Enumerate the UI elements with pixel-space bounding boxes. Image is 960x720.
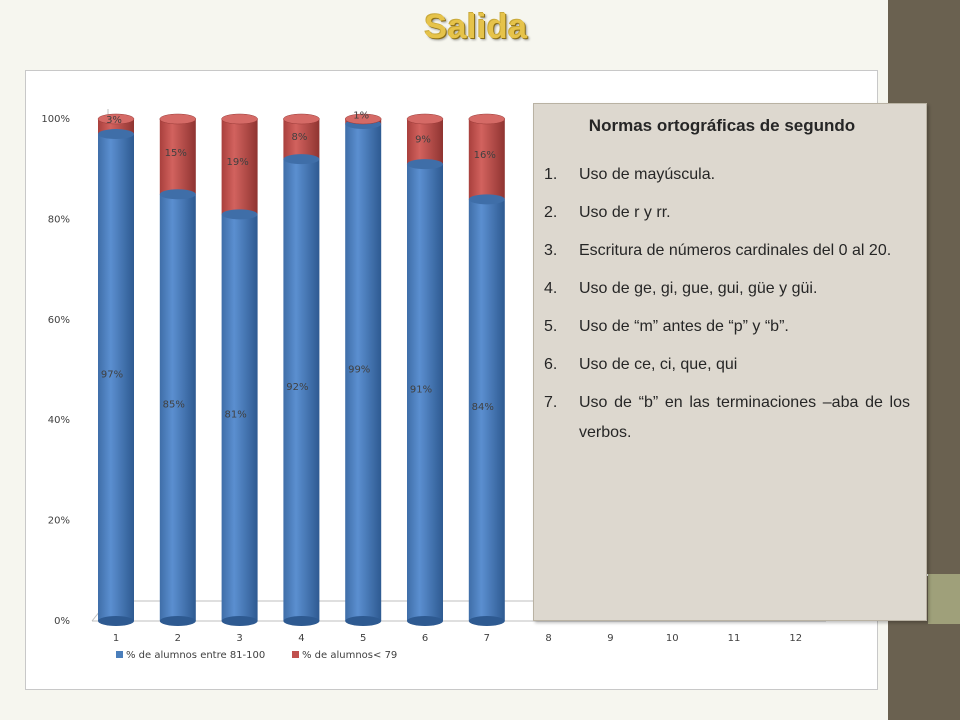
y-tick-label: 100% bbox=[41, 114, 70, 125]
list-item: 7. Uso de “b” en las terminaciones –aba d… bbox=[534, 388, 910, 448]
list-item: 6. Uso de ce, ci, que, qui bbox=[534, 350, 910, 380]
data-label-red: 9% bbox=[415, 134, 431, 145]
list-item: 1. Uso de mayúscula. bbox=[534, 160, 910, 190]
y-tick-label: 20% bbox=[48, 516, 70, 527]
bar-join bbox=[159, 189, 196, 200]
x-tick-label: 3 bbox=[236, 633, 242, 644]
bar-red bbox=[407, 119, 443, 165]
info-heading: Normas ortográficas de segundo bbox=[588, 116, 856, 135]
list-item-text: Uso de “b” en las terminaciones –aba de … bbox=[579, 394, 910, 441]
x-tick-label: 8 bbox=[545, 633, 551, 644]
list-item-number: 6. bbox=[544, 356, 558, 373]
y-tick-label: 60% bbox=[48, 315, 70, 326]
bar-blue-base bbox=[221, 616, 258, 626]
list-item: 2. Uso de r y rr. bbox=[534, 198, 910, 228]
bar-blue-base bbox=[283, 616, 320, 626]
data-label-blue: 99% bbox=[348, 365, 370, 376]
x-tick-label: 4 bbox=[298, 633, 304, 644]
legend-swatch-blue bbox=[116, 651, 123, 658]
list-item-number: 1. bbox=[544, 166, 558, 183]
y-tick-label: 40% bbox=[48, 415, 70, 426]
bar-red-top bbox=[344, 113, 382, 125]
x-tick-label: 10 bbox=[666, 633, 679, 644]
data-label-blue: 92% bbox=[286, 382, 308, 393]
bar-blue bbox=[98, 134, 134, 621]
stacked-bar-chart: 0%20%40%60%80%100%1 2 3 4 5 6 7 8 9 10 11 1297%3%85… bbox=[41, 109, 826, 661]
list-item-number: 3. bbox=[544, 242, 558, 259]
list-item: 4. Uso de ge, gi, gue, gui, güe y güi. bbox=[534, 274, 910, 304]
list-item-number: 5. bbox=[544, 318, 558, 335]
data-label-red: 8% bbox=[291, 132, 307, 143]
x-tick-label: 11 bbox=[728, 633, 741, 644]
bar-blue bbox=[159, 194, 196, 622]
bar-red bbox=[159, 119, 196, 195]
bar-join bbox=[407, 159, 443, 170]
bar-red-top bbox=[221, 113, 258, 125]
list-item: 3. Escritura de números cardinales del 0 … bbox=[534, 236, 910, 266]
bar-join bbox=[98, 129, 134, 140]
data-label-blue: 81% bbox=[224, 410, 246, 421]
data-label-red: 19% bbox=[226, 157, 248, 168]
legend-label-blue: % de alumnos entre 81-100 bbox=[126, 650, 265, 661]
y-tick-label: 80% bbox=[48, 214, 70, 225]
list-item-number: 2. bbox=[544, 204, 558, 221]
bar-red bbox=[221, 119, 258, 215]
legend-label-red: % de alumnos< 79 bbox=[302, 650, 397, 661]
list-item-number: 4. bbox=[544, 280, 558, 297]
bar-red-top bbox=[406, 113, 444, 125]
x-tick-label: 12 bbox=[789, 633, 802, 644]
bar-blue-base bbox=[468, 616, 505, 626]
data-label-blue: 91% bbox=[410, 385, 432, 396]
x-tick-label: 6 bbox=[422, 633, 428, 644]
bar-blue bbox=[345, 124, 382, 621]
data-label-blue: 84% bbox=[472, 402, 494, 413]
data-label-red: 16% bbox=[474, 150, 496, 161]
bar-blue bbox=[221, 214, 258, 621]
info-box: Normas ortográficas de segundo 1. Uso de … bbox=[533, 103, 927, 621]
bar-red bbox=[468, 119, 505, 200]
list-item-number: 7. bbox=[544, 394, 558, 411]
list-item-text: Uso de ce, ci, que, qui bbox=[579, 356, 738, 373]
data-label-red: 1% bbox=[353, 110, 369, 121]
list-item-text: Uso de “m” antes de “p” y “b”. bbox=[579, 318, 789, 335]
x-tick-label: 5 bbox=[360, 633, 366, 644]
bar-red-top bbox=[97, 113, 135, 125]
list-item: 5. Uso de “m” antes de “p” y “b”. bbox=[534, 312, 910, 342]
list-item-text: Uso de mayúscula. bbox=[579, 166, 716, 183]
legend-swatch-red bbox=[292, 651, 299, 658]
x-tick-label: 1 bbox=[113, 633, 119, 644]
bar-blue-base bbox=[159, 616, 196, 626]
bar-red-top bbox=[468, 113, 506, 125]
data-label-blue: 85% bbox=[163, 400, 185, 411]
bar-blue bbox=[468, 199, 505, 621]
slide-title: Salida bbox=[424, 8, 528, 46]
bar-blue-base bbox=[407, 616, 443, 626]
list-item-text: Uso de r y rr. bbox=[579, 204, 671, 221]
x-tick-label: 7 bbox=[484, 633, 490, 644]
bar-blue-base bbox=[345, 616, 382, 626]
x-tick-label: 2 bbox=[175, 633, 181, 644]
data-label-red: 15% bbox=[165, 148, 187, 159]
bar-join bbox=[221, 209, 258, 220]
x-tick-label: 9 bbox=[607, 633, 613, 644]
bar-join bbox=[283, 154, 320, 165]
bar-red bbox=[283, 119, 320, 160]
sidebar-accent bbox=[928, 574, 960, 624]
bar-blue bbox=[283, 159, 320, 621]
list-item-text: Escritura de números cardinales del 0 al… bbox=[579, 242, 892, 259]
bar-blue-base bbox=[98, 616, 134, 626]
data-label-red: 3% bbox=[106, 115, 122, 126]
bar-red-top bbox=[159, 113, 197, 125]
y-tick-label: 0% bbox=[54, 616, 70, 627]
info-list: 1. Uso de mayúscula. 2. Uso de r y rr. 3. E… bbox=[534, 160, 910, 448]
list-item-text: Uso de ge, gi, gue, gui, güe y güi. bbox=[579, 280, 818, 297]
bar-red-top bbox=[283, 113, 320, 125]
data-label-blue: 97% bbox=[101, 370, 123, 381]
bar-join bbox=[468, 194, 505, 205]
bar-blue bbox=[407, 164, 443, 621]
